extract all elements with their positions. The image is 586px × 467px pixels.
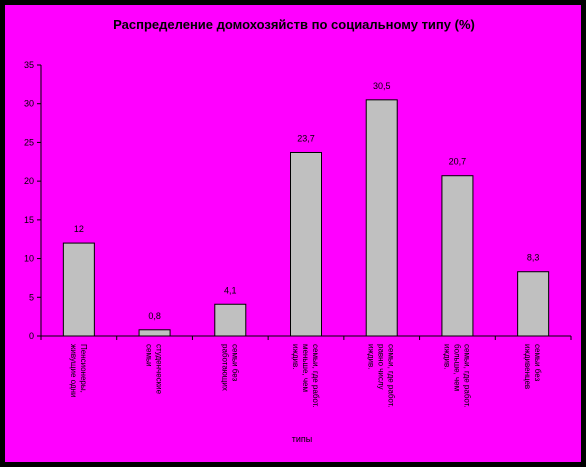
bar: [62, 242, 95, 337]
chart-title: Распределение домохозяйств по социальном…: [113, 17, 475, 32]
category-label-line: семьи, где работ.: [462, 344, 471, 408]
y-tick-label: 10: [24, 254, 34, 264]
category-label-line: семьи без: [230, 344, 239, 382]
bar: [517, 271, 550, 337]
category-label-line: иждив.: [442, 344, 451, 369]
axes: 0 5 10 15 20 25 30 35: [24, 60, 572, 341]
category-label: Пенсионеры,живущие одни: [69, 344, 88, 397]
category-label-line: меньше, чем: [301, 344, 310, 392]
y-tick-label: 30: [24, 99, 34, 109]
y-tick-label: 5: [29, 292, 34, 302]
category-label-line: Пенсионеры,: [79, 344, 88, 393]
category-labels: Пенсионеры,живущие одни студенческиесемьи…: [69, 344, 542, 408]
y-tick-label: 25: [24, 137, 34, 147]
y-tick-label: 15: [24, 215, 34, 225]
category-label-line: иждив.: [291, 344, 300, 369]
category-label-line: работающих: [220, 344, 229, 391]
category-label-line: семьи, где работ.: [387, 344, 396, 408]
category-label-line: семьи: [145, 344, 154, 367]
bar: [441, 175, 474, 337]
category-label-line: иждивенцев: [523, 344, 532, 389]
category-label-line: семьи, где работ.: [311, 344, 320, 408]
bar: [290, 151, 322, 337]
category-label-line: равно числу: [377, 344, 386, 390]
category-label-line: больше, чем: [452, 344, 461, 391]
data-label: 20,7: [449, 157, 467, 167]
category-label-line: живущие одни: [69, 344, 78, 397]
bar: [365, 99, 398, 337]
category-label-line: семьи без: [533, 344, 542, 382]
y-tick-label: 20: [24, 176, 34, 186]
data-labels: 12 0,8 4,1 23,7 30,5 20,7 8,3: [74, 81, 540, 321]
bar: [214, 303, 247, 337]
bars: [62, 99, 550, 337]
data-label: 23,7: [297, 133, 315, 143]
bar-chart: Распределение домохозяйств по социальном…: [24, 17, 572, 444]
category-label-line: иждив.: [367, 344, 376, 369]
x-axis-title: типы: [292, 434, 313, 444]
y-tick-label: 35: [24, 60, 34, 70]
data-label: 8,3: [527, 253, 540, 263]
data-label: 30,5: [373, 81, 391, 91]
y-tick-label: 0: [29, 331, 34, 341]
category-label-line: студенческие: [155, 344, 164, 395]
bar: [138, 329, 171, 337]
data-label: 0,8: [148, 311, 161, 321]
data-label: 4,1: [224, 285, 237, 295]
chart-area: Распределение домохозяйств по социальном…: [4, 4, 582, 463]
data-label: 12: [74, 224, 84, 234]
